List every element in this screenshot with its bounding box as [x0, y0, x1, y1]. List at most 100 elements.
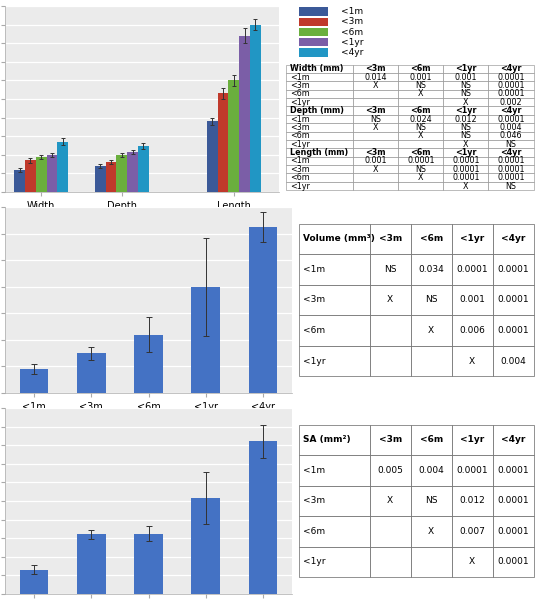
Text: 0.0001: 0.0001	[497, 73, 525, 82]
Bar	[116, 155, 127, 192]
Bar	[286, 131, 353, 140]
Text: 0.0001: 0.0001	[497, 527, 529, 536]
Bar	[398, 148, 444, 157]
Text: 0.024: 0.024	[410, 115, 432, 124]
Bar	[398, 82, 444, 90]
Text: <3m: <3m	[290, 165, 310, 174]
Bar	[488, 157, 534, 165]
Text: <6m: <6m	[411, 148, 431, 157]
Bar	[488, 106, 534, 115]
Text: NS: NS	[384, 265, 396, 274]
Text: NS: NS	[460, 131, 472, 140]
Text: <6m: <6m	[290, 131, 310, 140]
Bar	[488, 131, 534, 140]
Bar	[493, 516, 534, 547]
Bar	[127, 152, 138, 192]
Bar	[398, 165, 444, 173]
Text: 0.001: 0.001	[455, 73, 477, 82]
Bar	[444, 131, 488, 140]
Text: <3m: <3m	[365, 106, 386, 115]
Bar	[25, 160, 36, 192]
Text: <1yr: <1yr	[455, 148, 476, 157]
Text: <3m: <3m	[303, 295, 325, 304]
Text: NS: NS	[460, 81, 472, 90]
Bar	[411, 425, 452, 455]
Text: NS: NS	[370, 115, 381, 124]
Bar	[370, 455, 411, 486]
Text: X: X	[373, 165, 378, 174]
Bar	[370, 425, 411, 455]
Text: <6m: <6m	[411, 106, 431, 115]
Text: NS: NS	[460, 123, 472, 132]
Text: <3m: <3m	[290, 123, 310, 132]
Bar	[398, 90, 444, 98]
Bar	[300, 346, 370, 376]
Bar	[300, 254, 370, 285]
Text: X: X	[463, 182, 469, 191]
Bar	[299, 17, 328, 26]
Text: <1m: <1m	[290, 157, 310, 166]
Text: X: X	[463, 98, 469, 107]
Bar	[493, 455, 534, 486]
Bar	[444, 98, 488, 106]
Bar	[452, 486, 493, 516]
Text: 0.0001: 0.0001	[457, 265, 488, 274]
Text: X: X	[469, 557, 475, 566]
Bar	[353, 123, 398, 131]
Bar	[36, 157, 46, 192]
Text: <6m: <6m	[290, 89, 310, 98]
Bar	[20, 369, 49, 393]
Bar	[452, 516, 493, 547]
Text: NS: NS	[416, 165, 426, 174]
Bar	[353, 90, 398, 98]
Bar	[353, 82, 398, 90]
Text: <1yr: <1yr	[290, 98, 310, 107]
Bar	[134, 534, 163, 594]
Bar	[488, 90, 534, 98]
Text: <3m: <3m	[378, 235, 402, 244]
Text: SA (mm²): SA (mm²)	[303, 436, 350, 445]
Bar	[398, 123, 444, 131]
Text: <1m: <1m	[303, 265, 325, 274]
Bar	[398, 73, 444, 82]
Text: 0.001: 0.001	[364, 157, 387, 166]
Text: X: X	[373, 81, 378, 90]
Bar	[493, 285, 534, 315]
Bar	[57, 142, 68, 192]
Bar	[353, 106, 398, 115]
Bar	[250, 25, 261, 192]
Bar	[493, 346, 534, 376]
Bar	[207, 121, 218, 192]
Bar	[411, 315, 452, 346]
Text: <4yr: <4yr	[501, 235, 526, 244]
Bar	[493, 547, 534, 577]
Bar	[452, 547, 493, 577]
Bar	[493, 486, 534, 516]
X-axis label: Age: Age	[137, 418, 160, 428]
Bar	[444, 165, 488, 173]
Bar	[286, 73, 353, 82]
Bar	[300, 315, 370, 346]
Text: <1yr: <1yr	[290, 140, 310, 149]
Bar	[444, 157, 488, 165]
Text: X: X	[418, 131, 424, 140]
Bar	[493, 425, 534, 455]
Text: <3m: <3m	[378, 436, 402, 445]
Text: <6m: <6m	[303, 527, 325, 536]
Bar	[353, 165, 398, 173]
X-axis label: Femur dimension: Femur dimension	[91, 217, 193, 227]
Bar	[411, 455, 452, 486]
Text: <1yr: <1yr	[303, 356, 326, 365]
Bar	[444, 148, 488, 157]
Bar	[300, 285, 370, 315]
Bar	[452, 346, 493, 376]
Text: NS: NS	[416, 81, 426, 90]
Text: X: X	[428, 326, 434, 335]
Bar	[300, 547, 370, 577]
Text: <1yr: <1yr	[460, 436, 484, 445]
Bar	[353, 73, 398, 82]
Text: <1m: <1m	[290, 73, 310, 82]
Bar	[398, 182, 444, 190]
Bar	[286, 140, 353, 148]
Bar	[398, 173, 444, 182]
